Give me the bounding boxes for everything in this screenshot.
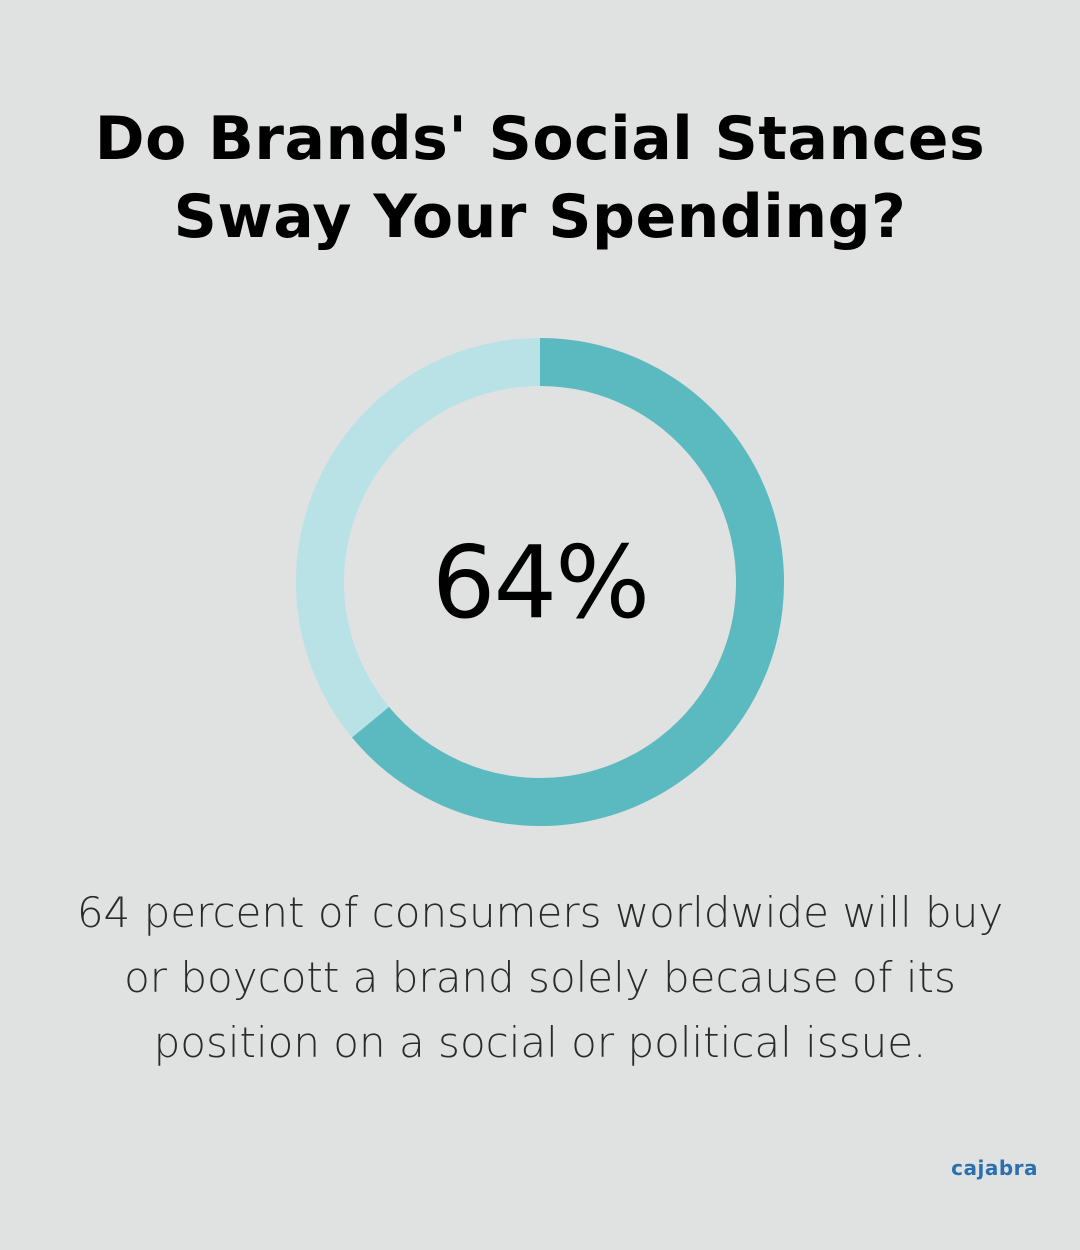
caption-line-1: 64 percent of consumers worldwide will b…: [76, 888, 1004, 937]
infographic-caption: 64 percent of consumers worldwide will b…: [40, 880, 1040, 1075]
infographic-title: Do Brands' Social Stances Sway Your Spen…: [40, 100, 1040, 256]
donut-center-label: 64%: [431, 523, 650, 641]
caption-line-3: position on a social or political issue.: [153, 1018, 927, 1067]
title-line-1: Do Brands' Social Stances: [94, 104, 986, 174]
caption-line-2: or boycott a brand solely because of its: [124, 953, 956, 1002]
title-line-2: Sway Your Spending?: [173, 182, 907, 252]
donut-chart: [296, 338, 784, 826]
brand-logo: cajabra: [951, 1156, 1038, 1180]
donut-slice-remaining: [296, 338, 541, 738]
donut-slice-value: [352, 338, 784, 826]
